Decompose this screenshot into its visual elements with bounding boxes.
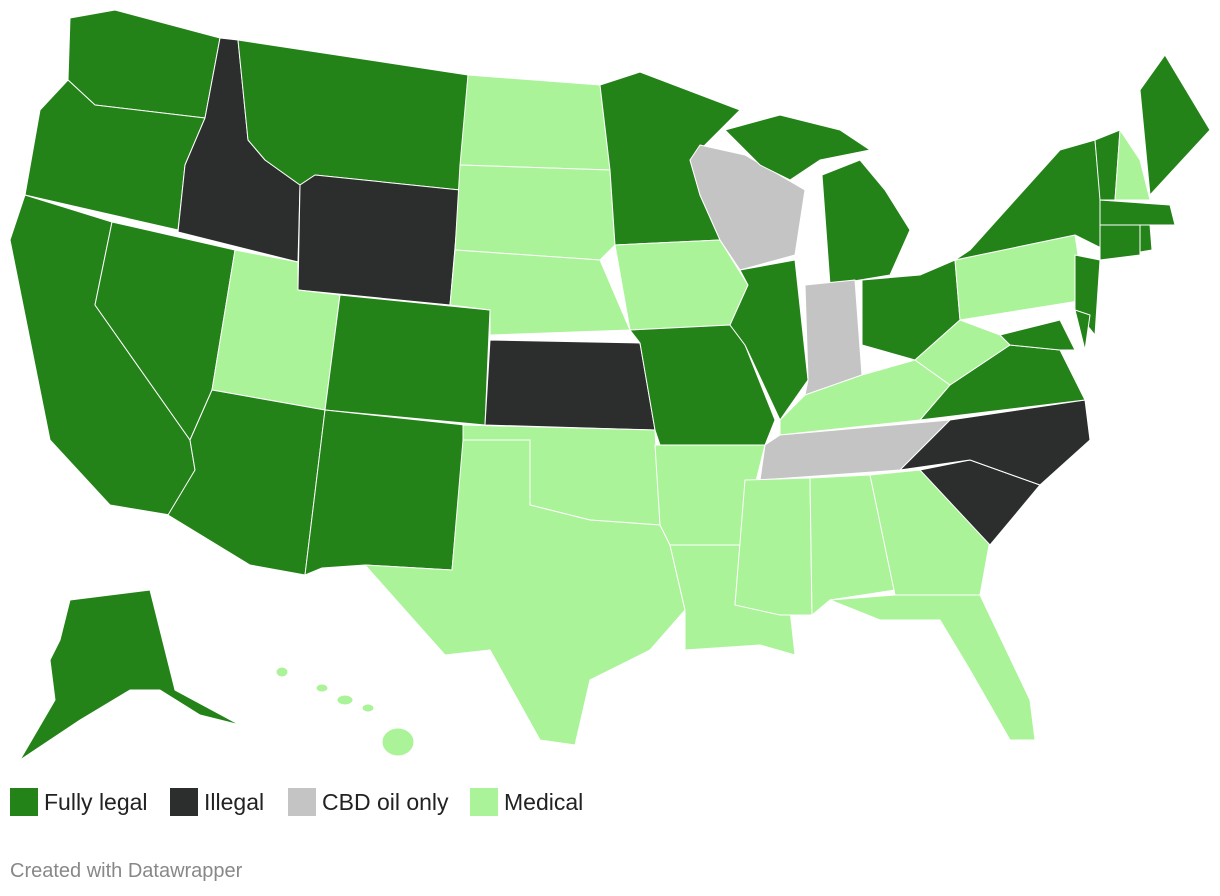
legend-swatch	[288, 788, 316, 816]
legend-item: CBD oil only	[288, 788, 449, 816]
state	[724, 114, 871, 181]
state	[1099, 224, 1141, 261]
legend-label: CBD oil only	[322, 788, 449, 815]
state	[361, 703, 375, 713]
legend-swatch	[170, 788, 198, 816]
map	[9, 9, 1211, 761]
state	[454, 164, 616, 261]
legend-swatch	[470, 788, 498, 816]
state	[336, 694, 354, 706]
state	[1099, 199, 1176, 226]
state	[1074, 309, 1091, 351]
state	[689, 144, 806, 271]
state	[954, 139, 1106, 261]
state	[449, 249, 631, 336]
state	[1114, 129, 1151, 201]
state	[484, 339, 656, 431]
legend-item: Illegal	[170, 788, 264, 816]
state	[297, 174, 461, 306]
state	[729, 259, 809, 421]
state	[614, 239, 749, 331]
state	[304, 409, 466, 576]
state	[829, 594, 1036, 741]
footer: Created with Datawrapper	[10, 860, 243, 882]
state	[324, 294, 491, 426]
state	[999, 319, 1076, 351]
state	[734, 477, 813, 616]
state	[821, 159, 911, 286]
state	[899, 399, 1091, 486]
state	[19, 589, 241, 761]
legend-label: Medical	[504, 788, 584, 815]
state	[1139, 54, 1211, 196]
state	[381, 727, 415, 757]
legend-item: Fully legal	[10, 788, 148, 816]
legend-swatch	[10, 788, 38, 816]
state	[315, 683, 329, 693]
state	[364, 439, 686, 746]
state	[809, 474, 896, 616]
state	[275, 666, 289, 678]
state	[1139, 224, 1153, 253]
state	[459, 74, 611, 171]
legend-label: Fully legal	[44, 788, 148, 815]
legend-item: Medical	[470, 788, 583, 816]
state	[869, 469, 991, 596]
legend-label: Illegal	[204, 788, 265, 815]
